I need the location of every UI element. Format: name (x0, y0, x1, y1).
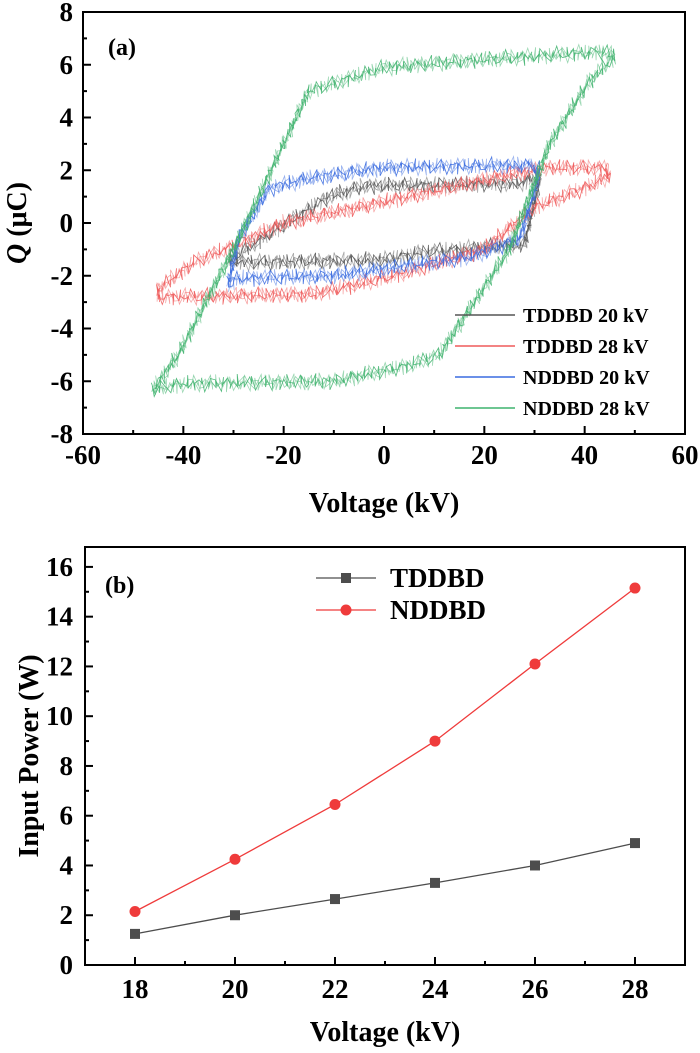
panel-b-y-tick-label: 8 (60, 751, 74, 781)
panel-a-y-tick-label: -2 (51, 261, 74, 291)
panel-b-legend-label-tddbd: TDDBD (390, 563, 485, 593)
panel-b-x-tick-label: 26 (522, 974, 549, 1004)
panel-b-line-nddbd (134, 587, 636, 913)
panel-b-x-tick-label: 22 (322, 974, 349, 1004)
panel-a-x-tick-label: -60 (65, 440, 101, 470)
panel-b-y-tick-label: 0 (60, 950, 74, 980)
panel-b-point-tddbd (530, 860, 540, 871)
panel-b-legend-label-nddbd: NDDBD (390, 595, 486, 625)
panel-a-y-tick-label: -4 (51, 314, 74, 344)
panel-a-legend-label-tddbd-28-kv: TDDBD 28 kV (523, 336, 649, 358)
panel-b-point-nddbd (229, 853, 241, 865)
panel-b-point-nddbd (529, 658, 541, 670)
panel-b-line-tddbd (134, 842, 636, 935)
panel-a-x-tick-label: 60 (672, 440, 699, 470)
panel-a-legend-label-nddbd-20-kv: NDDBD 20 kV (523, 367, 650, 389)
panel-b-y-axis-label: Input Power (W) (14, 654, 45, 857)
panel-a-legend-label-tddbd-20-kv: TDDBD 20 kV (523, 305, 649, 327)
panel-b-legend-marker-nddbd (340, 604, 352, 616)
panel-b-x-tick-label: 24 (422, 974, 449, 1004)
panel-b-point-nddbd (329, 799, 341, 811)
panel-a-legend-label-nddbd-28-kv: NDDBD 28 kV (523, 398, 650, 420)
panel-a-x-axis-label: Voltage (kV) (309, 488, 460, 519)
panel-b-point-tddbd (330, 894, 340, 905)
panel-a-x-tick-label: -40 (165, 440, 201, 470)
panel-a-x-tick-label: 20 (471, 440, 498, 470)
panel-b-x-tick-label: 18 (122, 974, 149, 1004)
panel-a-x-tick-label: 40 (571, 440, 598, 470)
panel-a-y-tick-label: 0 (60, 208, 74, 238)
panel-b-series-group (129, 582, 641, 939)
panel-a-y-axis-label: Q (μC) (2, 182, 33, 264)
panel-a-label: (a) (108, 35, 136, 61)
panel-b-point-tddbd (630, 838, 640, 849)
panel-b-point-nddbd (429, 735, 441, 747)
panel-a-trace-tddbd-28-kv (156, 158, 611, 306)
panel-a-y-tick-label: 4 (60, 103, 74, 133)
panel-a-y-axis-unit: (μC) (2, 182, 33, 244)
panel-b-point-nddbd (129, 906, 141, 918)
panel-a-trace-nddbd-28-kv (151, 43, 616, 394)
panel-b-y-tick-label: 14 (46, 602, 73, 632)
panel-b-point-nddbd (629, 582, 641, 594)
panel-b-y-tick-label: 4 (60, 850, 74, 880)
panel-a-trace-tddbd-28-kv (156, 159, 612, 306)
panel-b-plot-frame (84, 546, 686, 966)
panel-a-legend: TDDBD 20 kV TDDBD 28 kV NDDBD 20 kV NDDBD 2… (455, 305, 650, 420)
panel-b-x-tick-label: 28 (622, 974, 649, 1004)
panel-b-point-tddbd (430, 877, 440, 888)
panel-b-y-tick-label: 6 (60, 801, 74, 831)
panel-a-x-tick-label: 0 (377, 440, 391, 470)
panel-a-y-axis-symbol: Q (2, 244, 33, 264)
panel-b-label: (b) (105, 573, 134, 599)
panel-a-y-tick-label: -6 (51, 366, 74, 396)
panel-a-y-tick-label: 8 (60, 0, 74, 27)
panel-a-trace-tddbd-28-kv (156, 159, 611, 307)
panel-a-x-tick-label: -20 (266, 440, 302, 470)
panel-b-y-tick-label: 16 (46, 552, 73, 582)
panel-b-x-axis-label: Voltage (kV) (310, 1017, 461, 1048)
panel-b-legend-marker-tddbd (341, 573, 351, 583)
panel-a-series-group (151, 43, 617, 398)
panel-a-y-tick-label: 2 (60, 155, 74, 185)
panel-a-trace-nddbd-20-kv (226, 155, 541, 290)
panel-b-point-tddbd (230, 910, 240, 921)
panel-a-y-tick-label: -8 (51, 419, 74, 449)
panel-a-y-tick-label: 6 (60, 50, 74, 80)
panel-b-y-tick-label: 12 (46, 651, 73, 681)
panel-b-point-tddbd (130, 928, 140, 939)
panel-a-trace-nddbd-28-kv (153, 44, 617, 395)
panel-b-y-tick-label: 10 (46, 701, 73, 731)
panel-b-y-tick-label: 2 (60, 900, 74, 930)
panel-b-x-tick-label: 20 (222, 974, 249, 1004)
